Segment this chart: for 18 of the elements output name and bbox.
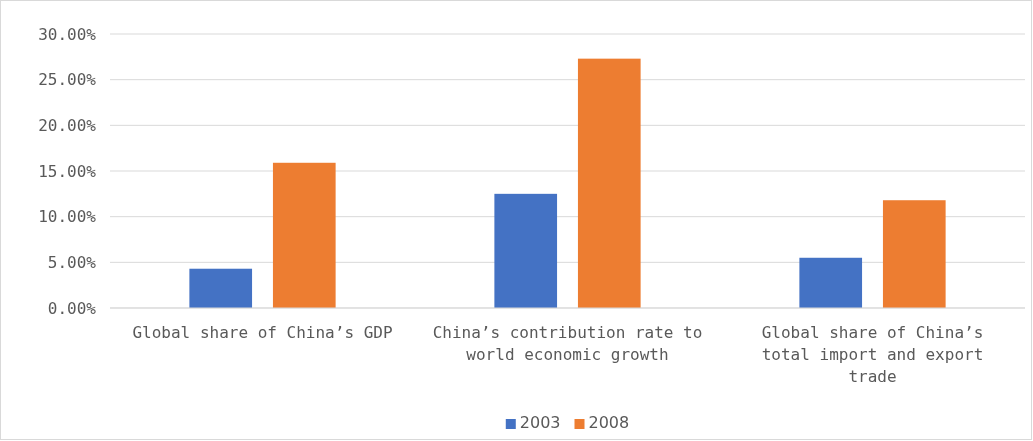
legend-label: 2003 xyxy=(519,413,561,432)
x-tick-label: China’s contribution rate to world economic growth xyxy=(432,323,703,364)
y-tick-label: 0.00% xyxy=(47,298,97,318)
y-tick-label: 25.00% xyxy=(38,70,97,90)
bar xyxy=(494,193,558,308)
y-tick-label: 5.00% xyxy=(47,252,97,272)
y-tick-label: 10.00% xyxy=(38,207,97,227)
x-tick-label: Global share of China’s total import and export trade xyxy=(761,323,984,386)
bar xyxy=(189,268,253,308)
x-tick-label: Global share of China’s GDP xyxy=(132,323,393,342)
legend-label: 2008 xyxy=(588,413,630,432)
bar xyxy=(577,58,641,308)
bar xyxy=(882,200,946,308)
y-tick-label: 15.00% xyxy=(38,161,97,181)
y-tick-label: 20.00% xyxy=(38,115,97,135)
bar xyxy=(272,162,336,308)
bar xyxy=(799,257,863,308)
y-tick-label: 30.00% xyxy=(38,24,97,44)
